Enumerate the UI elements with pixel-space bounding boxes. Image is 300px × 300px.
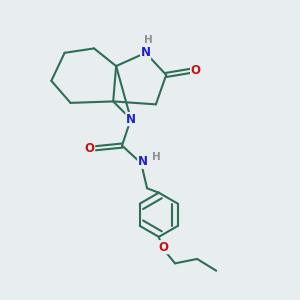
Text: O: O [190, 64, 201, 77]
Text: N: N [138, 155, 148, 168]
Text: H: H [152, 152, 160, 162]
Text: N: N [141, 46, 151, 59]
Text: H: H [144, 35, 153, 46]
Text: O: O [158, 241, 168, 254]
Text: O: O [85, 142, 94, 155]
Text: N: N [126, 112, 136, 126]
